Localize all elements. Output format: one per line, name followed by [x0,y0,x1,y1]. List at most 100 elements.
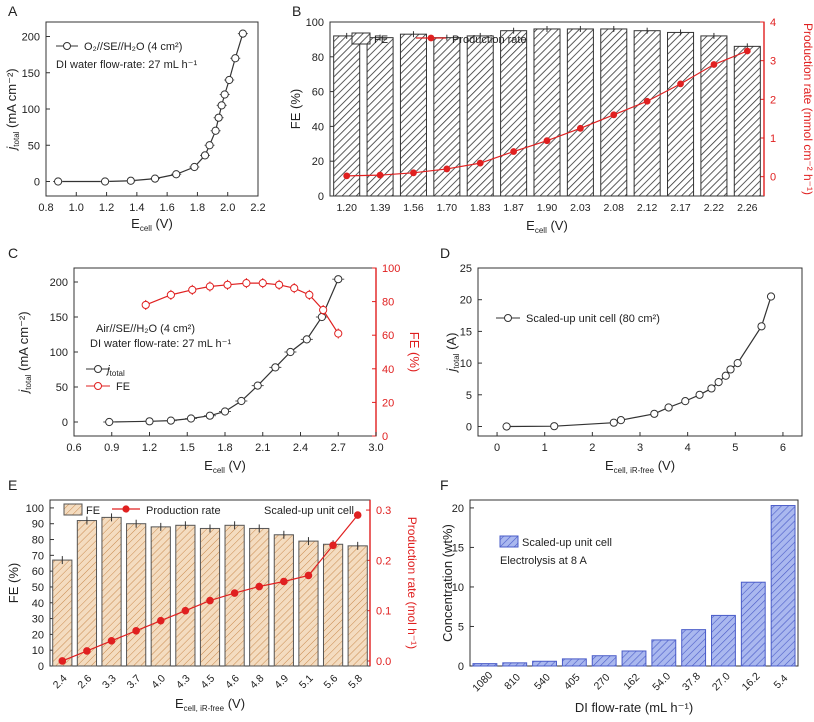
data-point-A [225,75,234,85]
y-tick-label-B: 60 [312,87,324,99]
concentration-bar-F [502,662,528,667]
production-rate-point-E [107,637,116,645]
legend-marker-D [504,314,512,322]
legend-swatch-fe-B [351,32,371,45]
y2-tick-label-B: 3 [770,56,776,68]
y2-tick-label-E: 0.2 [376,555,391,567]
series-line-jtotal-C [109,278,339,423]
production-rate-point-B [677,80,684,88]
x-tick-label-C: 2.1 [255,442,270,454]
x-tick-label-B: 1.20 [336,202,357,214]
x-tick-label-E: 4.0 [149,672,168,691]
y2-axis-title-E: Production rate (mol h⁻¹) [405,517,419,649]
fe-bar-B [333,35,361,197]
x-tick-label-F: 405 [562,671,583,692]
y-tick-label-B: 20 [312,156,324,168]
concentration-bar-F [532,660,557,667]
data-point-D [550,422,559,431]
x-tick-label-C: 1.8 [217,442,232,454]
x-tick-label-C: 1.2 [142,442,157,454]
y-tick-label-C: 200 [50,277,68,289]
x-tick-label-B: 2.12 [637,202,658,214]
y-axis-title-C: jtotal (mA cm⁻²) [16,311,33,394]
data-point-D [766,292,776,301]
data-point-A [172,170,181,179]
y-tick-label-B: 0 [318,191,324,203]
fe-bar-E [52,559,73,667]
y2-tick-label-B: 4 [770,17,776,29]
concentration-bar-F [591,655,617,667]
y-tick-label-E: 70 [32,550,44,562]
data-point-jtotal-C [105,417,114,427]
data-point-D [707,384,716,393]
data-point-A [231,54,240,63]
production-rate-point-E [132,626,140,635]
y2-tick-label-C: 80 [382,297,394,309]
production-rate-point-B [643,97,651,105]
legend-marker-rate-E [122,505,130,513]
x-tick-label-A: 0.8 [38,202,53,214]
fe-bar-E [298,540,319,667]
production-rate-point-B [443,165,451,173]
data-point-jtotal-C [145,417,154,426]
fe-bar-B [733,45,761,197]
data-point-A [220,90,229,99]
data-point-fe-C [223,280,232,289]
fe-bar-E [347,545,368,667]
x-tick-label-F: 27.0 [710,670,733,693]
x-tick-label-B: 2.03 [570,202,591,214]
production-rate-point-E [181,606,190,615]
x-tick-label-D: 2 [589,442,595,454]
y2-tick-label-B: 2 [770,94,776,106]
data-point-A [150,174,160,183]
x-tick-label-F: 54.0 [650,670,673,693]
y-tick-label-A: 200 [22,32,40,44]
y-tick-label-D: 0 [466,421,472,433]
x-tick-label-E: 3.3 [100,672,119,691]
y2-tick-label-C: 0 [382,431,388,443]
production-rate-point-B [476,159,484,167]
x-tick-label-A: 2.0 [220,202,235,214]
data-point-A [54,177,63,186]
production-rate-point-B [743,47,751,55]
data-point-fe-C [305,290,314,299]
y-tick-label-A: 0 [34,177,40,189]
y-tick-label-B: 80 [312,52,324,64]
legend-label-fe-E: FE [86,505,100,517]
y-tick-label-E: 90 [32,519,44,531]
fe-bar-E [322,543,344,667]
y-axis-title-E: FE (%) [6,563,21,603]
x-axis-title-F: DI flow-rate (mL h⁻¹) [575,700,693,715]
legend-marker-jtotal-C [94,365,102,373]
data-point-jtotal-C [334,275,343,284]
data-point-D [664,403,673,412]
y-tick-label-F: 10 [452,582,464,594]
y-tick-label-D: 25 [460,263,472,275]
x-tick-label-B: 1.87 [503,202,524,214]
y-tick-label-B: 100 [306,17,324,29]
legend-swatch-fe-E [63,503,83,516]
data-point-A [205,141,214,150]
y-axis-title-B: FE (%) [288,89,303,129]
x-tick-label-F: 270 [592,671,613,692]
x-tick-label-B: 1.83 [470,202,491,214]
series-line-A [58,33,244,183]
x-tick-label-E: 2.6 [75,672,94,691]
data-point-jtotal-C [317,312,326,322]
fe-bar-E [175,524,196,667]
x-tick-label-F: 37.8 [680,670,703,693]
y-axis-title-A: jtotal (mA cm⁻²) [4,68,21,151]
y-tick-label-D: 20 [460,295,472,307]
annotation-A: DI water flow-rate: 27 mL h⁻¹ [56,59,197,71]
data-point-jtotal-C [205,411,214,420]
concentration-bar-F [711,614,736,667]
x-axis-title-A: Ecell (V) [131,216,173,233]
data-point-D [714,378,723,387]
plot-frame-D [477,267,803,437]
legend-label-rate-E: Production rate [146,505,221,517]
x-axis-title-B: Ecell (V) [526,218,568,235]
fe-bar-E [249,527,270,667]
data-point-fe-C [188,285,197,294]
data-point-jtotal-C [166,416,175,425]
data-point-jtotal-C [286,347,295,357]
